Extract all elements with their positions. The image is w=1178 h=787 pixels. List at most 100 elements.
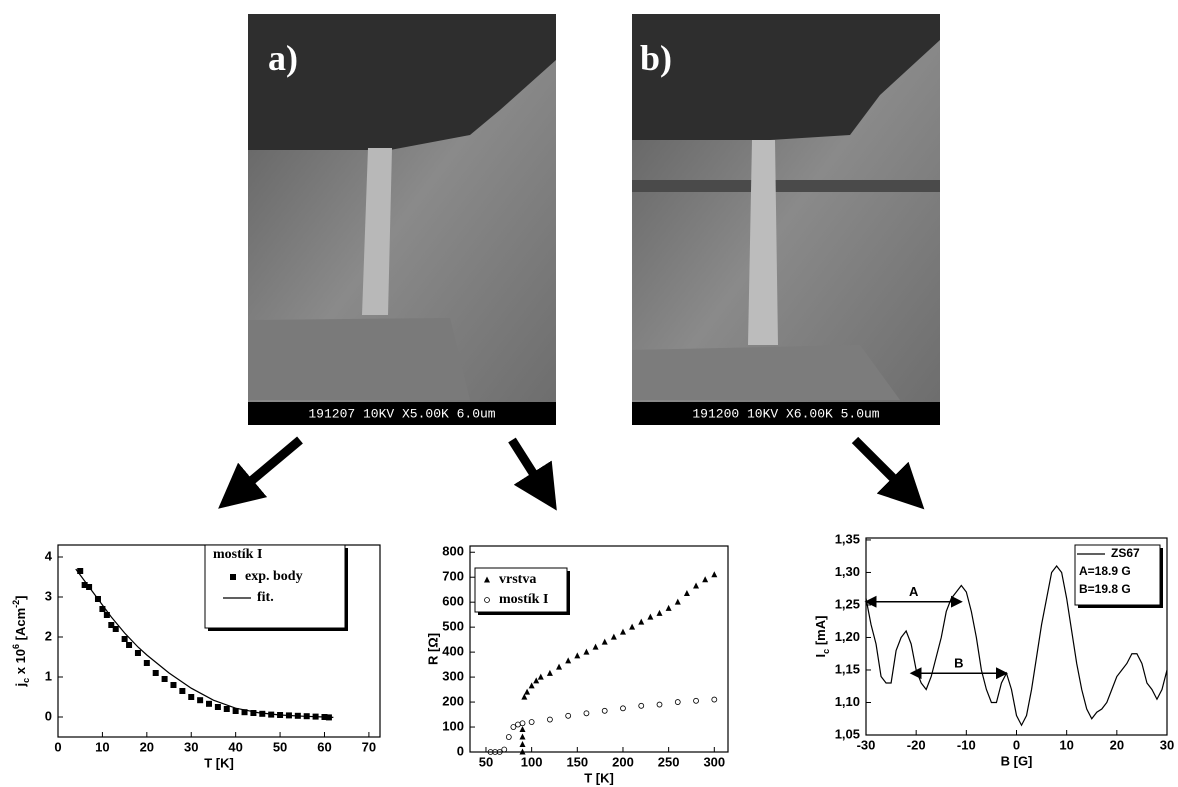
scale-bar xyxy=(632,402,940,425)
series-line xyxy=(75,568,334,718)
bridge xyxy=(748,140,778,345)
arrow xyxy=(508,437,557,511)
point xyxy=(519,726,526,733)
y-tick-label: 0 xyxy=(457,743,464,758)
y-tick-label: 400 xyxy=(442,644,464,659)
y-tick-label: 1,15 xyxy=(835,661,860,676)
y-tick-label: 100 xyxy=(442,718,464,733)
point xyxy=(674,598,681,605)
legend-label: fit. xyxy=(257,590,274,605)
y-tick-label: 500 xyxy=(442,619,464,634)
x-tick-label: 20 xyxy=(1110,737,1124,752)
x-tick-label: 70 xyxy=(362,739,376,754)
point xyxy=(501,746,508,753)
panel-label: b) xyxy=(640,38,672,78)
point xyxy=(620,705,626,712)
point xyxy=(519,748,526,755)
legend xyxy=(474,567,568,613)
y-tick-label: 1,25 xyxy=(835,596,860,611)
point xyxy=(565,712,572,719)
x-tick-label: 20 xyxy=(140,739,154,754)
point xyxy=(126,642,133,648)
point xyxy=(250,710,257,716)
point xyxy=(519,741,526,748)
x-tick-label: 40 xyxy=(228,739,242,754)
point xyxy=(112,626,119,632)
point xyxy=(134,650,141,656)
x-tick-label: -10 xyxy=(957,737,976,752)
y-tick-label: 4 xyxy=(45,548,53,563)
pad-top xyxy=(248,14,556,150)
arrow xyxy=(851,436,925,510)
legend-title: mostík I xyxy=(213,547,262,562)
label-part: 6 xyxy=(11,644,21,649)
label-part: [Acm xyxy=(13,608,28,644)
x-axis-label: B [G] xyxy=(1001,753,1033,768)
sem-image-a: a) 191207 10KV X5.00K 6.0um xyxy=(248,14,556,425)
legend-label: vrstva xyxy=(499,572,536,587)
caption: 191207 10KV X5.00K 6.0um xyxy=(308,406,495,421)
point xyxy=(108,622,115,628)
point xyxy=(524,688,531,695)
x-tick-label: 60 xyxy=(317,739,331,754)
label-part: I xyxy=(813,654,828,658)
point xyxy=(601,638,608,645)
y-tick-label: 700 xyxy=(442,569,464,584)
y-tick-label: 3 xyxy=(45,588,52,603)
label-part: c xyxy=(821,649,831,654)
point xyxy=(528,719,535,725)
x-axis-label: T [K] xyxy=(584,770,614,785)
point xyxy=(546,669,553,676)
legend-marker xyxy=(484,597,490,603)
point xyxy=(711,696,718,703)
point xyxy=(77,568,84,574)
point xyxy=(197,697,204,704)
point xyxy=(601,707,608,714)
arrow xyxy=(218,436,303,509)
point xyxy=(674,699,681,705)
y-tick-label: 800 xyxy=(442,544,464,559)
point xyxy=(152,670,159,676)
y-tick-label: 1,20 xyxy=(835,629,860,644)
legend xyxy=(204,544,346,629)
pad-top xyxy=(632,14,940,140)
panel-label: a) xyxy=(268,38,298,78)
point xyxy=(574,652,581,659)
y-tick-label: 300 xyxy=(442,669,464,684)
point xyxy=(629,623,636,630)
y-axis-label: Ic [mA] xyxy=(813,616,831,658)
point xyxy=(99,606,106,612)
legend-label: mostík I xyxy=(499,592,548,607)
legend-label: ZS67 xyxy=(1111,546,1140,560)
point xyxy=(665,604,672,611)
point xyxy=(537,673,544,680)
sem-image-b: b) 191200 10KV X6.00K 5.0um xyxy=(632,14,940,425)
x-tick-label: -20 xyxy=(907,737,926,752)
legend-label: exp. body xyxy=(245,569,303,584)
point xyxy=(259,710,266,717)
y-axis-label: jc x 106 [Acm-2] xyxy=(11,595,31,687)
x-tick-label: 0 xyxy=(54,739,61,754)
point xyxy=(81,582,88,588)
caption: 191200 10KV X6.00K 5.0um xyxy=(692,406,879,421)
legend-marker xyxy=(230,574,236,580)
point xyxy=(638,702,645,709)
x-tick-label: 50 xyxy=(479,754,493,769)
point xyxy=(693,697,699,704)
x-tick-label: 10 xyxy=(1059,737,1073,752)
point xyxy=(683,589,690,596)
point xyxy=(556,663,563,670)
point xyxy=(510,724,517,730)
x-tick-label: 100 xyxy=(521,754,543,769)
point xyxy=(103,612,110,618)
annotation: B=19.8 G xyxy=(1079,582,1131,596)
legend-marker xyxy=(484,576,490,583)
point xyxy=(492,749,499,755)
label-part: -2 xyxy=(11,600,21,608)
x-tick-label: 250 xyxy=(658,754,680,769)
point xyxy=(619,628,626,635)
point xyxy=(610,633,617,640)
arrow-label: B xyxy=(954,656,963,671)
arrows xyxy=(218,436,925,511)
x-tick-label: 300 xyxy=(703,754,725,769)
